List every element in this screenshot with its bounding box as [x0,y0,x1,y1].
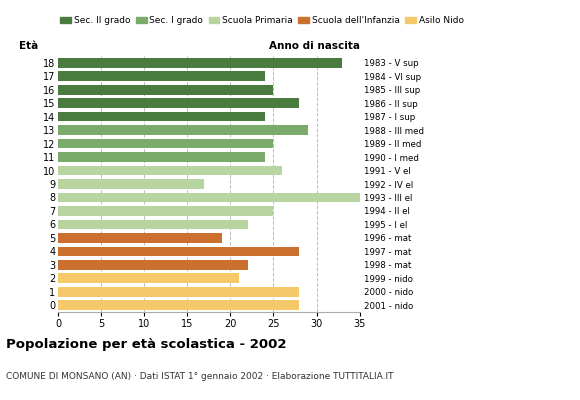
Bar [58,220,248,229]
Bar [58,233,222,243]
Bar [58,125,308,135]
Text: Età: Età [19,41,38,51]
Bar [58,85,273,94]
Text: Anno di nascita: Anno di nascita [269,41,360,51]
Bar [58,287,299,297]
Bar [58,58,342,68]
Bar [58,166,282,175]
Bar [58,274,239,283]
Bar [58,206,273,216]
Bar [58,193,360,202]
Legend: Sec. II grado, Sec. I grado, Scuola Primaria, Scuola dell'Infanzia, Asilo Nido: Sec. II grado, Sec. I grado, Scuola Prim… [57,12,467,29]
Text: COMUNE DI MONSANO (AN) · Dati ISTAT 1° gennaio 2002 · Elaborazione TUTTITALIA.IT: COMUNE DI MONSANO (AN) · Dati ISTAT 1° g… [6,372,393,381]
Bar [58,71,265,81]
Bar [58,246,299,256]
Bar [58,98,299,108]
Bar [58,139,273,148]
Bar [58,300,299,310]
Bar [58,179,205,189]
Text: Popolazione per età scolastica - 2002: Popolazione per età scolastica - 2002 [6,338,287,351]
Bar [58,260,248,270]
Bar [58,152,265,162]
Bar [58,112,265,122]
